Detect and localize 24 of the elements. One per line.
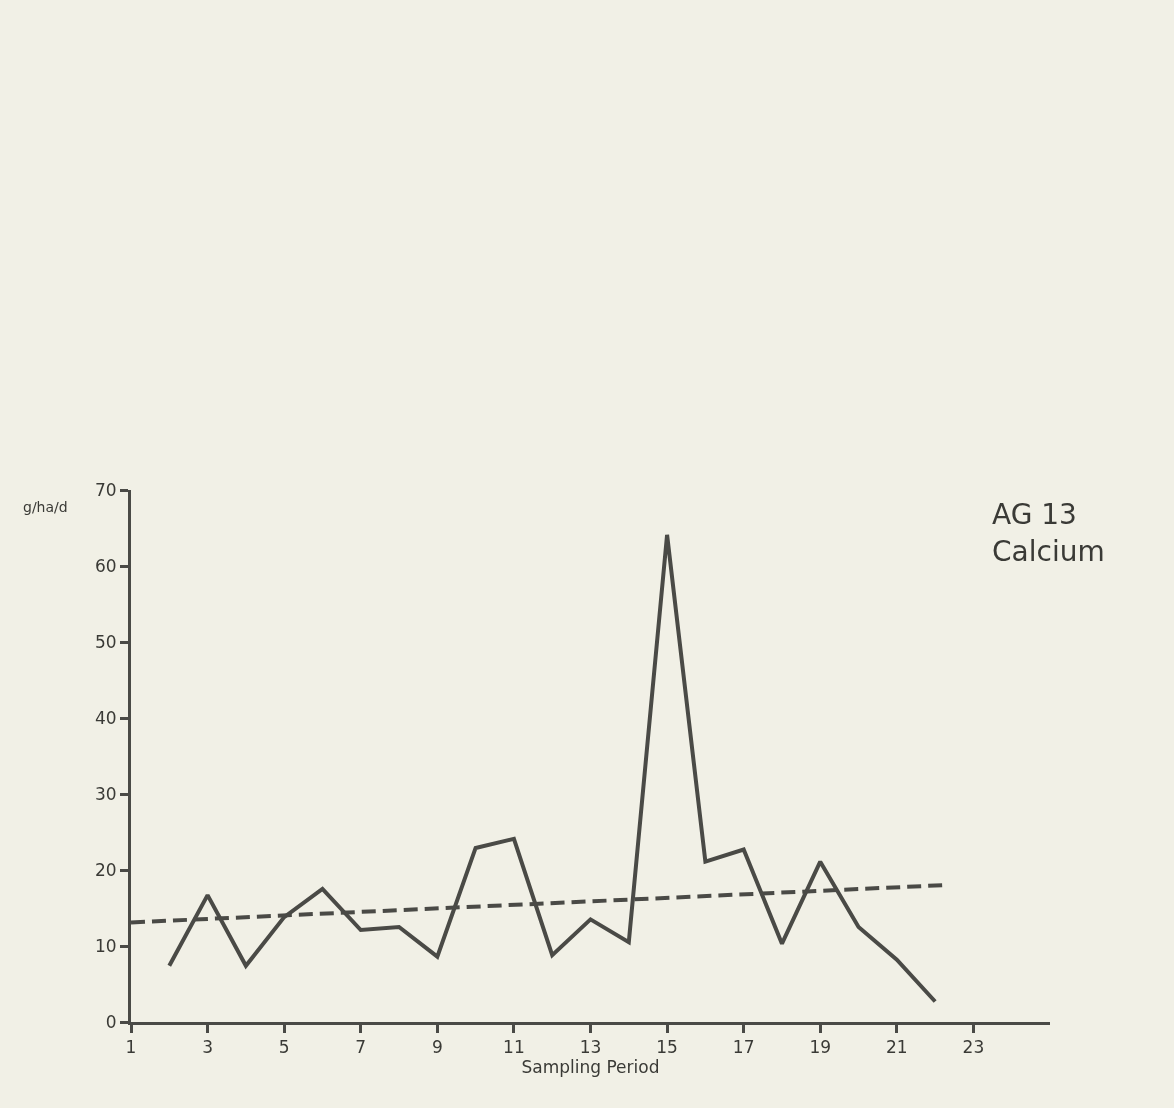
x-tick-label: 13: [579, 1037, 602, 1058]
x-tick-label: 23: [962, 1037, 985, 1058]
x-tick-label: 11: [503, 1037, 525, 1058]
y-tick-label: 50: [94, 631, 117, 652]
y-tick-label: 40: [94, 707, 117, 728]
y-tick-label: 10: [94, 935, 117, 956]
x-tick-label: 15: [656, 1037, 678, 1058]
x-tick-label: 1: [125, 1037, 137, 1058]
y-tick-label: 20: [94, 859, 117, 880]
y-tick-label: 30: [94, 783, 117, 804]
x-tick-label: 5: [278, 1037, 290, 1058]
x-tick-label: 17: [732, 1037, 755, 1058]
x-tick-label: 19: [809, 1037, 832, 1058]
x-tick-label: 7: [355, 1037, 367, 1058]
y-tick-label: 0: [105, 1011, 117, 1032]
y-axis-title: g/ha/d: [23, 499, 68, 515]
chart-title: AG 13: [992, 498, 1077, 531]
x-tick-label: 9: [431, 1037, 443, 1058]
x-tick-label: 3: [202, 1037, 213, 1058]
y-tick-label: 70: [94, 479, 117, 500]
y-tick-label: 60: [94, 555, 117, 576]
text: Calcium: [992, 535, 1105, 568]
x-tick-label: 21: [886, 1037, 908, 1058]
x-axis-title: Sampling Period: [521, 1057, 660, 1078]
